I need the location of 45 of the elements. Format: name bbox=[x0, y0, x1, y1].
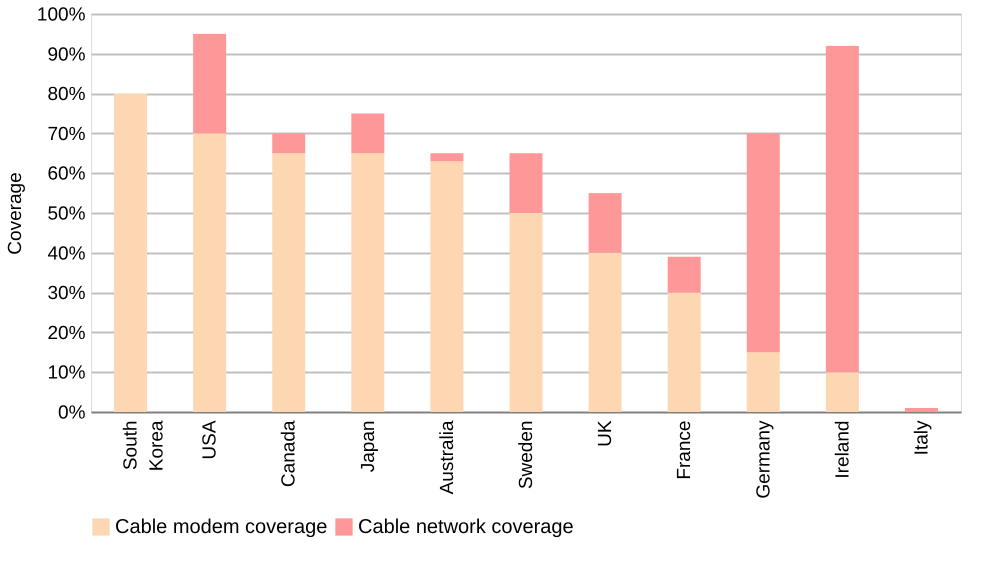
bar bbox=[193, 34, 226, 134]
bar bbox=[114, 94, 148, 412]
bar bbox=[826, 46, 859, 372]
x-tick-label: USA bbox=[200, 420, 221, 460]
bar bbox=[510, 213, 542, 412]
x-tick-label: Germany bbox=[753, 420, 774, 499]
bar bbox=[272, 133, 306, 154]
y-tick-label: 10% bbox=[47, 362, 86, 384]
bar bbox=[193, 133, 226, 412]
x-tick-label: Australia bbox=[436, 420, 458, 494]
legend-label: Cable modem coverage bbox=[115, 516, 328, 538]
x-tick-label: France bbox=[674, 420, 696, 480]
bar bbox=[746, 352, 780, 412]
y-tick-label: 50% bbox=[47, 204, 86, 224]
y-tick-label: 90% bbox=[47, 44, 86, 66]
bar bbox=[272, 153, 306, 412]
y-tick-label: 70% bbox=[47, 124, 86, 145]
y-tick-label: 60% bbox=[47, 164, 86, 185]
x-tick-label: UK bbox=[595, 420, 616, 447]
bar bbox=[904, 408, 938, 412]
bar bbox=[588, 252, 622, 412]
bar bbox=[430, 161, 464, 412]
bar bbox=[746, 133, 780, 352]
bar bbox=[588, 193, 622, 253]
bar bbox=[826, 372, 859, 412]
bar bbox=[510, 153, 542, 213]
y-tick-label: 40% bbox=[47, 243, 86, 264]
y-tick-label: 80% bbox=[47, 84, 86, 106]
legend-label: Cable network coverage bbox=[358, 516, 574, 538]
bar bbox=[351, 114, 384, 154]
bar bbox=[668, 292, 701, 412]
y-axis-title: Coverage bbox=[4, 172, 26, 255]
x-tick-label: Ireland bbox=[832, 420, 854, 479]
y-tick-label: 100% bbox=[36, 4, 86, 26]
y-tick-label: 0% bbox=[58, 402, 86, 424]
bar bbox=[351, 153, 384, 412]
bar bbox=[668, 256, 701, 293]
x-tick-label: Japan bbox=[358, 420, 379, 472]
y-tick-label: 20% bbox=[47, 322, 86, 344]
x-tick-label: Sweden bbox=[516, 420, 537, 490]
x-tick-label: Canada bbox=[278, 420, 300, 488]
x-tick-label: Italy bbox=[911, 420, 932, 456]
x-tick-label: South Korea bbox=[120, 420, 168, 472]
bar bbox=[430, 153, 464, 162]
y-tick-label: 30% bbox=[47, 283, 86, 304]
